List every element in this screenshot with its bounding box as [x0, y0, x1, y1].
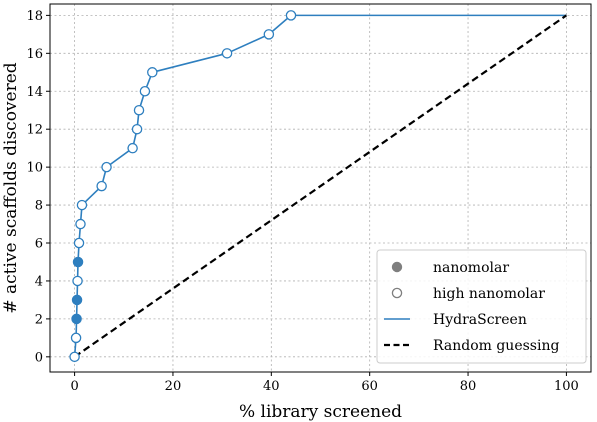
high-nanomolar-point: [69, 351, 80, 363]
legend: nanomolar high nanomolar HydraScreen Random…: [376, 249, 587, 364]
high-nanomolar-point: [221, 48, 233, 59]
y-tick-label: 14: [26, 85, 43, 100]
y-axis-label: # active scaffolds discovered: [1, 62, 21, 313]
legend-label: high nanomolar: [433, 286, 545, 302]
legend-nanomolar-marker: [391, 261, 403, 273]
y-tick-label: 2: [35, 312, 43, 327]
high-nanomolar-point: [147, 67, 158, 78]
high-nanomolar-point: [127, 142, 138, 154]
grid: [50, 4, 591, 372]
y-tick-label: 12: [26, 123, 43, 138]
y-tick-label: 8: [35, 199, 43, 214]
high-nanomolar-point: [76, 199, 88, 211]
y-tick-label: 10: [26, 161, 43, 176]
high-nanomolar-point: [139, 86, 151, 97]
x-axis-label: % library screened: [239, 402, 402, 422]
legend-box: [376, 249, 587, 364]
nanomolar-point: [71, 313, 82, 325]
x-tick-label: 100: [554, 379, 579, 394]
x-tick-label: 60: [361, 379, 378, 394]
nanomolar-point: [71, 294, 83, 306]
random-guessing-line: [73, 14, 568, 358]
y-tick-label: 18: [26, 9, 43, 24]
high-nanomolar-point: [285, 10, 297, 21]
y-tick-label: 16: [26, 47, 43, 62]
legend-label: nanomolar: [433, 260, 509, 276]
y-tick-label: 0: [35, 350, 43, 365]
marker-layer: [69, 10, 297, 363]
x-tick-label: 80: [460, 379, 477, 394]
y-tick-label: 6: [35, 237, 43, 252]
high-nanomolar-point: [72, 275, 83, 287]
legend-high-nanomolar-marker: [391, 287, 403, 299]
high-nanomolar-point: [131, 123, 143, 135]
nanomolar-point: [72, 256, 84, 268]
high-nanomolar-point: [101, 161, 112, 173]
high-nanomolar-point: [73, 237, 85, 249]
high-nanomolar-point: [96, 180, 107, 192]
x-tick-label: 40: [263, 379, 280, 394]
high-nanomolar-point: [75, 218, 86, 230]
high-nanomolar-point: [133, 104, 145, 116]
legend-label: HydraScreen: [433, 312, 527, 328]
plot-frame: [49, 3, 592, 373]
x-tick-label: 20: [165, 379, 182, 394]
y-tick-label: 4: [35, 274, 43, 289]
high-nanomolar-point: [70, 332, 82, 344]
x-tick-label: 0: [70, 379, 78, 394]
legend-label: Random guessing: [433, 338, 559, 354]
tick-layer: 0 20 40 60 80 100 0 2 4 6 8 10 12 14 16 18: [26, 9, 578, 394]
high-nanomolar-point: [263, 29, 275, 40]
